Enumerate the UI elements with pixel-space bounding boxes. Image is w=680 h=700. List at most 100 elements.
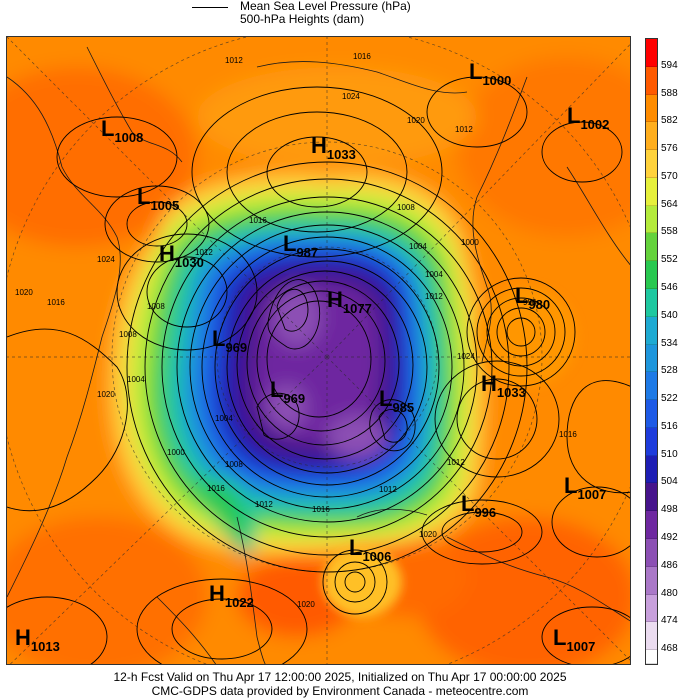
colorbar-segment xyxy=(646,316,657,345)
pressure-value: 969 xyxy=(225,340,247,355)
pressure-value: 1002 xyxy=(580,117,609,132)
colorbar-segment xyxy=(646,594,657,623)
isobar-label: 1020 xyxy=(15,288,33,297)
colorbar-segment xyxy=(646,372,657,401)
colorbar-segment xyxy=(646,511,657,539)
isobar-label: 1012 xyxy=(195,248,213,257)
colorbar-segment xyxy=(646,566,657,595)
isobar-label: 1012 xyxy=(225,56,243,65)
map-legend: Mean Sea Level Pressure (hPa) 500-hPa He… xyxy=(192,0,492,30)
pressure-value: 1007 xyxy=(577,487,606,502)
colorbar-label: 582 xyxy=(661,115,678,127)
colorbar-segment xyxy=(646,455,657,484)
pressure-value: 1077 xyxy=(343,301,372,316)
pressure-value: 1033 xyxy=(497,385,526,400)
isobar-label: 1004 xyxy=(425,270,443,279)
colorbar-label: 570 xyxy=(661,170,678,182)
pressure-value: 1006 xyxy=(362,549,391,564)
isobar-label: 1004 xyxy=(127,375,145,384)
isobar-label: 1020 xyxy=(297,600,315,609)
isobar-label: 1016 xyxy=(312,505,330,514)
legend-mslp-label: Mean Sea Level Pressure (hPa) xyxy=(240,0,411,13)
colorbar-segment xyxy=(646,539,657,567)
isobar-label: 1016 xyxy=(47,298,65,307)
colorbar-label: 480 xyxy=(661,587,678,599)
forecast-valid-text: 12-h Fcst Valid on Thu Apr 17 12:00:00 2… xyxy=(113,670,567,684)
isobar-label: 1012 xyxy=(425,292,443,301)
isobar-label: 1020 xyxy=(407,116,425,125)
map-footer: 12-h Fcst Valid on Thu Apr 17 12:00:00 2… xyxy=(0,670,680,698)
colorbar-label: 504 xyxy=(661,476,678,488)
pressure-value: 1008 xyxy=(114,130,143,145)
pressure-value: 996 xyxy=(474,505,496,520)
pressure-value: 1000 xyxy=(482,73,511,88)
colorbar-label: 546 xyxy=(661,282,678,293)
isobar-line-sample xyxy=(192,7,228,8)
colorbar-label: 588 xyxy=(661,87,678,99)
isobar-label: 1004 xyxy=(215,414,233,423)
isobar-label: 1020 xyxy=(97,390,115,399)
colorbar-label: 510 xyxy=(661,448,678,460)
colorbar-segment xyxy=(646,400,657,428)
colorbar-segment xyxy=(646,122,657,151)
colorbar-label: 534 xyxy=(661,337,678,349)
weather-map: 1012 1016 1024 1020 1012 1008 1004 1016 1012 1008… xyxy=(6,36,631,665)
colorbar-segment xyxy=(646,233,657,262)
colorbar-label: 552 xyxy=(661,254,678,266)
isobar-label: 1024 xyxy=(457,352,475,361)
pressure-value: 1007 xyxy=(566,639,595,654)
isobar-label: 1008 xyxy=(147,302,165,311)
isobar-label: 1012 xyxy=(447,458,465,467)
colorbar-label: 498 xyxy=(661,504,678,516)
isobar-label: 1008 xyxy=(225,460,243,469)
colorbar-label: 564 xyxy=(661,198,678,210)
colorbar-segment xyxy=(646,66,657,95)
colorbar-label: 576 xyxy=(661,143,678,155)
pressure-value: 1013 xyxy=(31,639,60,654)
pressure-value: 987 xyxy=(296,245,318,260)
pressure-value: 980 xyxy=(528,297,550,312)
colorbar-label: 540 xyxy=(661,309,678,321)
pressure-value: 985 xyxy=(392,400,414,415)
colorbar-segment xyxy=(646,650,657,664)
colorbar-segment xyxy=(646,483,657,512)
colorbar-segment xyxy=(646,261,657,289)
colorbar-label: 492 xyxy=(661,532,678,543)
colorbar-label: 468 xyxy=(661,643,678,655)
colorbar-segment xyxy=(646,39,657,67)
isobar-labels: 1012 1016 1024 1020 1012 1008 1004 1016 1012 1008… xyxy=(15,52,577,609)
pressure-value: 1030 xyxy=(175,255,204,270)
isobar-label: 1024 xyxy=(342,92,360,101)
isobar-label: 1008 xyxy=(119,330,137,339)
isobar-label: 1016 xyxy=(353,52,371,61)
colorbar-segment xyxy=(646,150,657,178)
colorbar-label: 474 xyxy=(661,615,678,627)
colorbar-label: 558 xyxy=(661,226,678,238)
colorbar-label: 528 xyxy=(661,365,678,377)
colorbar-segment xyxy=(646,205,657,234)
pressure-value: 1005 xyxy=(150,198,179,213)
isobar-label: 1004 xyxy=(409,242,427,251)
colorbar-label: 522 xyxy=(661,393,678,405)
colorbar-labels: 594 588 582 576 570 564 558 552 546 540 534 528 522 5… xyxy=(660,38,680,665)
colorbar-segment xyxy=(646,289,657,317)
colorbar-segment xyxy=(646,427,657,456)
isobar-label: 1000 xyxy=(461,238,479,247)
isobar-label: 996 xyxy=(523,298,537,307)
isobar-label: 1016 xyxy=(207,484,225,493)
pressure-value: 1033 xyxy=(327,147,356,162)
isobar-label: 1012 xyxy=(255,500,273,509)
isobar-label: 1012 xyxy=(455,125,473,134)
map-canvas: 1012 1016 1024 1020 1012 1008 1004 1016 1012 1008… xyxy=(7,37,630,664)
colorbar-segment xyxy=(646,177,657,206)
colorbar-segment xyxy=(646,344,657,373)
isobar-label: 1008 xyxy=(397,203,415,212)
colorbar-label: 516 xyxy=(661,420,678,432)
colorbar-segment xyxy=(646,94,657,123)
colorbar-segment xyxy=(646,622,657,651)
isobar-label: 1000 xyxy=(167,448,185,457)
isobar-label: 1024 xyxy=(97,255,115,264)
isobar-label: 1016 xyxy=(249,216,267,225)
colorbar-label: 486 xyxy=(661,559,678,571)
